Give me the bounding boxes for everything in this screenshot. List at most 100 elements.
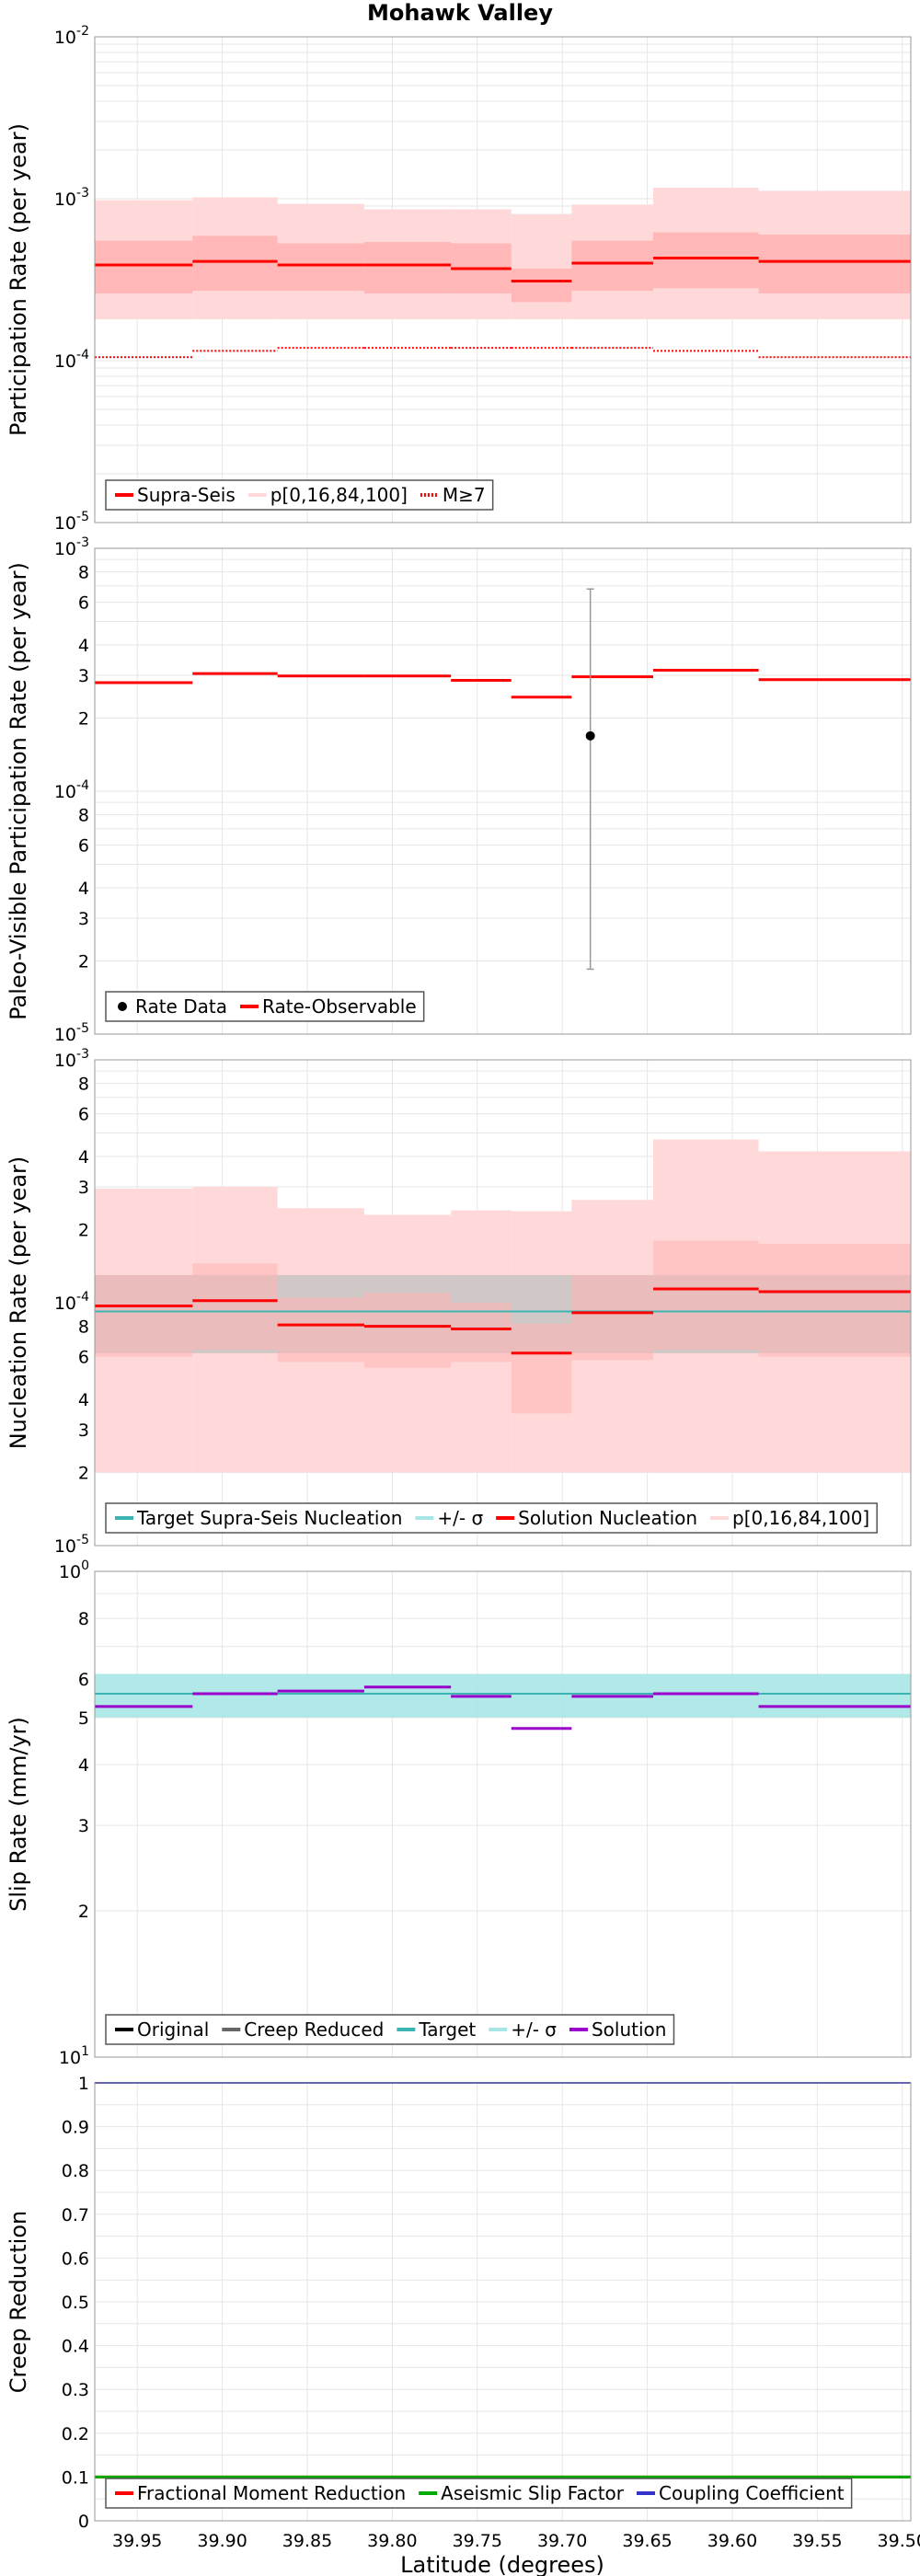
y-tick-label: 8	[78, 806, 89, 826]
x-tick-label: 39.90	[197, 2531, 247, 2551]
y-tick-label: 0.4	[62, 2337, 89, 2357]
legend-label: Solution	[592, 2018, 666, 2041]
y-tick-label: 10-4	[54, 1290, 89, 1314]
y-tick-label: 3	[78, 1420, 89, 1441]
y-tick-label: 2	[78, 952, 89, 972]
series-m-7	[95, 347, 911, 359]
y-tick-label: 10-4	[54, 778, 89, 802]
band-inner-segment	[511, 268, 572, 303]
y-tick-label: 0.2	[62, 2424, 89, 2444]
legend-label: Original	[137, 2018, 209, 2041]
band-inner-segment	[363, 242, 452, 293]
x-tick-labels: 39.95 39.90 39.85 39.80 39.75 39.70 39.65 39.60…	[112, 2531, 920, 2551]
x-tick-label: 39.75	[453, 2531, 502, 2551]
legend-label: M≥7	[443, 484, 486, 506]
legend-label: Coupling Coefficient	[659, 2482, 845, 2504]
legend-label: Solution Nucleation	[518, 1507, 697, 1529]
x-tick-label: 39.85	[282, 2531, 332, 2551]
y-tick-label: 5	[78, 1708, 89, 1729]
y-tick-labels-nucleation: 10-3 8 6 4 3 2 10-4 8 6 4 3 2 10-5	[54, 1047, 89, 1557]
y-tick-label: 10-4	[54, 348, 89, 372]
legend-label: Fractional Moment Reduction	[137, 2482, 406, 2504]
y-tick-labels-paleo: 10-3 8 6 4 3 2 10-4 8 6 4 3 2 10-5	[54, 535, 89, 1045]
plot-frame	[94, 36, 912, 523]
plot-frame	[94, 1570, 912, 2058]
y-tick-label: 2	[78, 1902, 89, 1922]
y-tick-label: 10-5	[54, 1533, 89, 1557]
x-tick-label: 39.65	[622, 2531, 672, 2551]
y-tick-label: 4	[78, 636, 89, 656]
legend-label: Supra-Seis	[137, 484, 236, 506]
y-tick-label: 10-5	[54, 510, 89, 534]
grid-paleo	[95, 548, 911, 1035]
y-tick-label: 3	[78, 666, 89, 686]
y-tick-label: 6	[78, 1670, 89, 1690]
y-tick-label: 8	[78, 1609, 89, 1629]
y-tick-label: 6	[78, 1105, 89, 1125]
panel-participation: 10-2 10-3 10-4 10-5 Participation Rate (per …	[6, 24, 912, 534]
band-inner-segment	[451, 1303, 512, 1363]
legend-label: Rate Data	[135, 995, 227, 1018]
legend-box	[105, 2478, 853, 2509]
y-tick-labels-slip: 100 8 6 5 4 3 2 101	[59, 1558, 89, 2068]
plot-frame	[94, 547, 912, 1035]
figure-title: Mohawk Valley	[367, 0, 553, 26]
series-solution-nucleation	[95, 1287, 911, 1355]
y-tick-label: 3	[78, 1816, 89, 1836]
data-point-rate-data	[585, 588, 595, 971]
plot-frame	[94, 1059, 912, 1547]
band-inner-segment	[758, 1243, 911, 1357]
y-tick-label: 2	[78, 1221, 89, 1241]
y-axis-label: Slip Rate (mm/yr)	[6, 1717, 31, 1912]
band-inner-segment	[758, 235, 911, 293]
legend-label: +/- σ	[511, 2018, 557, 2041]
legend-slip: Original Creep Reduced Target +/- σ Solution	[105, 2014, 675, 2045]
legend-nucleation: Target Supra-Seis Nucleation +/- σ Solutio…	[105, 1502, 878, 1534]
panel-slip: 100 8 6 5 4 3 2 101 Slip Rate (mm/yr) Original Cre…	[6, 1558, 912, 2068]
y-tick-label: 4	[78, 1390, 89, 1410]
band-inner-segment	[653, 1240, 759, 1351]
y-tick-label: 10-3	[54, 1047, 89, 1071]
y-tick-label: 101	[59, 2044, 89, 2068]
y-tick-label: 100	[59, 1558, 89, 1582]
y-tick-label: 10-3	[54, 186, 89, 210]
panel-nucleation: 10-3 8 6 4 3 2 10-4 8 6 4 3 2 10-5 Nucleation Rate (p…	[6, 1047, 912, 1557]
band-outer-segment	[511, 214, 572, 320]
band-inner-segment	[571, 240, 654, 292]
panels: 10-2 10-3 10-4 10-5 Participation Rate (per …	[6, 24, 920, 2551]
y-tick-labels-creep: 1 0.9 0.8 0.7 0.6 0.5 0.4 0.3 0.2 0.1 0	[62, 2074, 89, 2532]
y-tick-label: 8	[78, 1317, 89, 1338]
panel-creep: 1 0.9 0.8 0.7 0.6 0.5 0.4 0.3 0.2 0.1 0 Creep Reduc…	[6, 2074, 912, 2532]
band-inner-segment	[511, 1323, 572, 1414]
plot-frame	[94, 2082, 912, 2522]
y-tick-label: 10-5	[54, 1021, 89, 1045]
y-tick-label: 1	[78, 2074, 89, 2094]
legend-swatch	[118, 1002, 127, 1011]
y-tick-label: 0.8	[62, 2161, 89, 2181]
y-tick-label: 6	[78, 593, 89, 614]
legend-label: p[0,16,84,100]	[270, 484, 408, 506]
band-inner-segment	[192, 1263, 278, 1351]
series-solution	[95, 1685, 911, 1731]
band-inner-segment	[192, 236, 278, 292]
legend-participation: Supra-Seis p[0,16,84,100] M≥7	[105, 479, 494, 511]
y-tick-label: 0.7	[62, 2205, 89, 2225]
y-tick-label: 8	[78, 1075, 89, 1095]
legend-label: +/- σ	[437, 1507, 483, 1529]
y-tick-label: 10-2	[54, 24, 89, 48]
x-tick-label: 39.60	[707, 2531, 757, 2551]
band-inner-segment	[277, 1297, 364, 1363]
legend-creep: Fractional Moment Reduction Aseismic Slip…	[105, 2478, 853, 2509]
legend-paleo: Rate Data Rate-Observable	[105, 991, 425, 1022]
grid-creep	[95, 2082, 911, 2522]
y-tick-label: 0.1	[62, 2467, 89, 2488]
band-inner-segment	[277, 243, 364, 292]
band-inner-segment	[363, 1293, 452, 1368]
y-axis-label: Creep Reduction	[6, 2211, 31, 2393]
y-tick-label: 6	[78, 836, 89, 857]
y-tick-label: 4	[78, 879, 89, 899]
x-tick-label: 39.50	[878, 2531, 920, 2551]
y-tick-label: 4	[78, 1147, 89, 1167]
legend-box	[105, 991, 425, 1022]
y-axis-label: Nucleation Rate (per year)	[6, 1156, 31, 1450]
